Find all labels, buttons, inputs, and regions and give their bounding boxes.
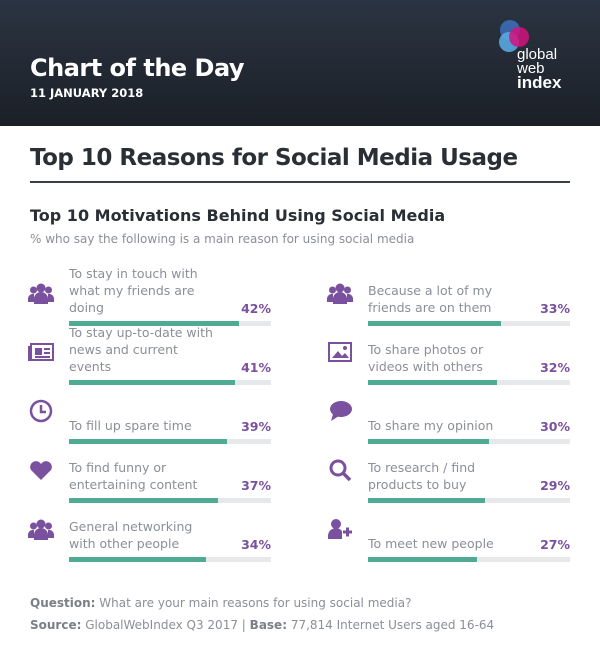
bar-row: General networking with other people 34% bbox=[28, 506, 271, 562]
main-title: Top 10 Reasons for Social Media Usage bbox=[30, 145, 518, 171]
bar-value-label: 32% bbox=[540, 360, 570, 375]
bar-track bbox=[368, 321, 570, 326]
bar-track bbox=[69, 439, 271, 444]
bar bbox=[368, 498, 486, 503]
bar-label: To share photos or videos with others bbox=[368, 342, 484, 374]
base-text: 77,814 Internet Users aged 16-64 bbox=[290, 618, 495, 632]
bar-track bbox=[69, 557, 271, 562]
image-icon bbox=[328, 342, 352, 362]
add-user-icon bbox=[328, 519, 352, 539]
group-icon bbox=[28, 283, 54, 304]
bar-label: To find funny or entertaining content bbox=[69, 460, 198, 492]
bar-label: To research / find products to buy bbox=[368, 460, 476, 492]
header-title: Chart of the Day bbox=[30, 54, 245, 82]
bar bbox=[69, 557, 207, 562]
footer-question: Question: What are your main reasons for… bbox=[30, 596, 411, 610]
bar-row: Because a lot of my friends are on them … bbox=[327, 270, 570, 326]
bar bbox=[368, 439, 490, 444]
bar-label: General networking with other people bbox=[69, 519, 193, 551]
bar-value-label: 29% bbox=[540, 478, 570, 493]
source-text: GlobalWebIndex Q3 2017 bbox=[85, 618, 238, 632]
speech-bubble-icon bbox=[330, 401, 352, 421]
title-divider bbox=[30, 181, 570, 183]
bar-label: To share my opinion bbox=[368, 418, 494, 433]
bar-label: To stay in touch with what my friends ar… bbox=[69, 266, 198, 315]
newspaper-icon bbox=[28, 343, 54, 361]
bar bbox=[368, 321, 502, 326]
bar-track bbox=[368, 439, 570, 444]
footer-source: Source: GlobalWebIndex Q3 2017 | Base: 7… bbox=[30, 618, 494, 632]
heart-icon bbox=[30, 461, 52, 480]
bar-label: To meet new people bbox=[368, 536, 494, 551]
base-label: Base: bbox=[249, 618, 287, 632]
bar bbox=[69, 380, 235, 385]
header-banner: Chart of the Day 11 JANUARY 2018 global … bbox=[0, 0, 600, 126]
bar-value-label: 33% bbox=[540, 301, 570, 316]
bar-value-label: 42% bbox=[241, 301, 271, 316]
bar-track bbox=[368, 557, 570, 562]
globalwebindex-logo: global web index bbox=[496, 18, 576, 102]
bar-row: To find funny or entertaining content 37… bbox=[28, 447, 271, 503]
clock-icon bbox=[29, 399, 53, 423]
bar bbox=[368, 380, 498, 385]
bar-row: To research / find products to buy 29% bbox=[327, 447, 570, 503]
bar-row: To share my opinion 30% bbox=[327, 388, 570, 444]
bar-row: To stay in touch with what my friends ar… bbox=[28, 266, 271, 326]
bar-track bbox=[69, 498, 271, 503]
group-icon bbox=[28, 519, 54, 540]
bar bbox=[368, 557, 478, 562]
logo-global: global bbox=[517, 46, 558, 63]
bar-label: To fill up spare time bbox=[69, 418, 192, 433]
bar-value-label: 27% bbox=[540, 537, 570, 552]
bar-track bbox=[368, 498, 570, 503]
bar-row: To share photos or videos with others 32… bbox=[327, 329, 570, 385]
search-icon bbox=[329, 459, 352, 482]
bar-value-label: 34% bbox=[241, 537, 271, 552]
bar-value-label: 39% bbox=[241, 419, 271, 434]
bar-label: Because a lot of my friends are on them bbox=[368, 283, 493, 315]
logo-web: web bbox=[517, 60, 545, 77]
bar-value-label: 37% bbox=[241, 478, 271, 493]
chart-description: % who say the following is a main reason… bbox=[30, 232, 415, 246]
chart-subtitle: Top 10 Motivations Behind Using Social M… bbox=[30, 206, 446, 225]
question-text: What are your main reasons for using soc… bbox=[99, 596, 412, 610]
bar bbox=[69, 498, 219, 503]
bar-value-label: 30% bbox=[540, 419, 570, 434]
source-label: Source: bbox=[30, 618, 82, 632]
logo-index: index bbox=[517, 73, 562, 92]
bar-track bbox=[69, 321, 271, 326]
bar-row: To fill up spare time 39% bbox=[28, 388, 271, 444]
bar bbox=[69, 321, 239, 326]
bar-track bbox=[368, 380, 570, 385]
bar-value-label: 41% bbox=[241, 360, 271, 375]
bar bbox=[69, 439, 227, 444]
header-date: 11 JANUARY 2018 bbox=[30, 86, 144, 100]
bar-row: To stay up-to-date with news and current… bbox=[28, 325, 271, 385]
separator: | bbox=[241, 618, 246, 632]
bar-row: To meet new people 27% bbox=[327, 506, 570, 562]
bar-label: To stay up-to-date with news and current… bbox=[69, 325, 213, 374]
question-label: Question: bbox=[30, 596, 96, 610]
bar-track bbox=[69, 380, 271, 385]
group-icon bbox=[327, 283, 353, 304]
